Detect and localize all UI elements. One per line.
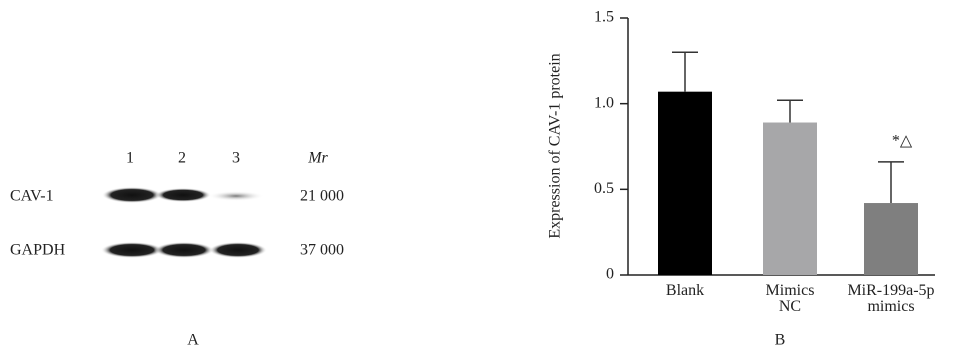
y-tick-label: 1.0 bbox=[594, 94, 614, 111]
figure: 1 2 3 Mr CAV-1 GAPDH 21 000 37 000 A B E… bbox=[0, 0, 961, 356]
x-tick-label: MiR-199a-5p mimics bbox=[843, 283, 939, 315]
lane-label: 3 bbox=[232, 150, 240, 167]
y-axis-label: Expression of CAV-1 protein bbox=[547, 53, 564, 238]
lane-label: 1 bbox=[126, 150, 134, 167]
y-tick-label: 0 bbox=[606, 266, 614, 283]
x-tick-label: Blank bbox=[655, 283, 715, 299]
mr-value: 37 000 bbox=[300, 242, 344, 259]
panel-label: A bbox=[187, 332, 199, 349]
error-bar bbox=[878, 162, 904, 203]
x-tick-label: Mimics NC bbox=[760, 283, 820, 315]
bar bbox=[864, 203, 918, 275]
y-tick-label: 0.5 bbox=[594, 180, 614, 197]
row-label: GAPDH bbox=[10, 242, 66, 259]
bar bbox=[658, 92, 712, 275]
row-label: CAV-1 bbox=[10, 188, 54, 205]
blot-image bbox=[101, 187, 267, 258]
annotation: *△ bbox=[892, 133, 913, 150]
bar bbox=[763, 123, 817, 275]
lane-label: 2 bbox=[178, 150, 186, 167]
mr-value: 21 000 bbox=[300, 188, 344, 205]
panel-label: B bbox=[775, 332, 786, 349]
error-bar bbox=[777, 100, 803, 122]
error-bar bbox=[672, 52, 698, 91]
mr-header: Mr bbox=[307, 150, 328, 167]
y-tick-label: 1.5 bbox=[594, 9, 614, 26]
